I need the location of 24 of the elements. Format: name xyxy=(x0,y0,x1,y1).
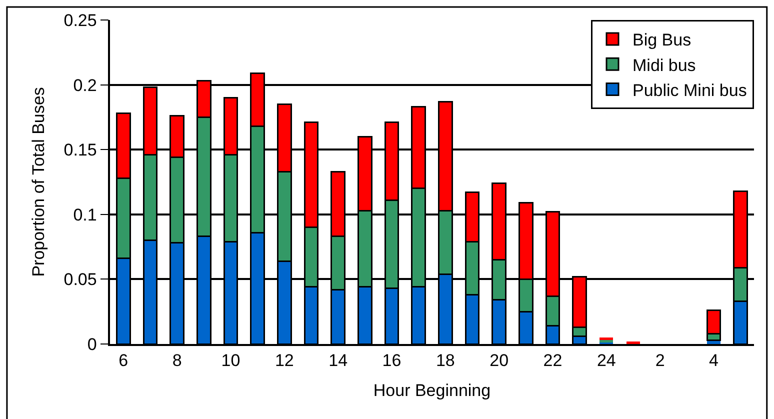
x-tick-label: 14 xyxy=(328,351,348,370)
x-tick-label: 22 xyxy=(543,351,562,370)
y-tick-label: 0.25 xyxy=(64,10,97,30)
legend-label: Big Bus xyxy=(632,30,692,50)
y-axis-title: Proportion of Total Buses xyxy=(28,87,48,277)
x-tick-label: 12 xyxy=(274,351,294,370)
y-tick-label: 0 xyxy=(87,334,97,354)
y-tick-label: 0.05 xyxy=(64,270,97,290)
y-tick-label: 0.15 xyxy=(64,140,97,160)
legend-label: Midi bus xyxy=(632,56,696,75)
x-tick-label: 24 xyxy=(596,351,616,370)
x-tick-label: 6 xyxy=(118,351,128,370)
x-tick-label: 18 xyxy=(436,351,455,370)
y-tick-label: 0.1 xyxy=(73,205,97,224)
x-tick-label: 20 xyxy=(490,351,509,370)
x-tick-label: 8 xyxy=(172,351,182,370)
bar xyxy=(600,338,614,340)
x-tick-label: 4 xyxy=(709,351,718,370)
y-tick-label: 0.2 xyxy=(73,76,97,95)
x-axis-title: Hour Beginning xyxy=(373,381,491,400)
x-tick-label: 16 xyxy=(382,351,402,370)
legend-label: Public Mini bus xyxy=(632,80,747,100)
x-tick-label: 2 xyxy=(655,351,665,370)
x-tick-label: 10 xyxy=(221,351,240,370)
